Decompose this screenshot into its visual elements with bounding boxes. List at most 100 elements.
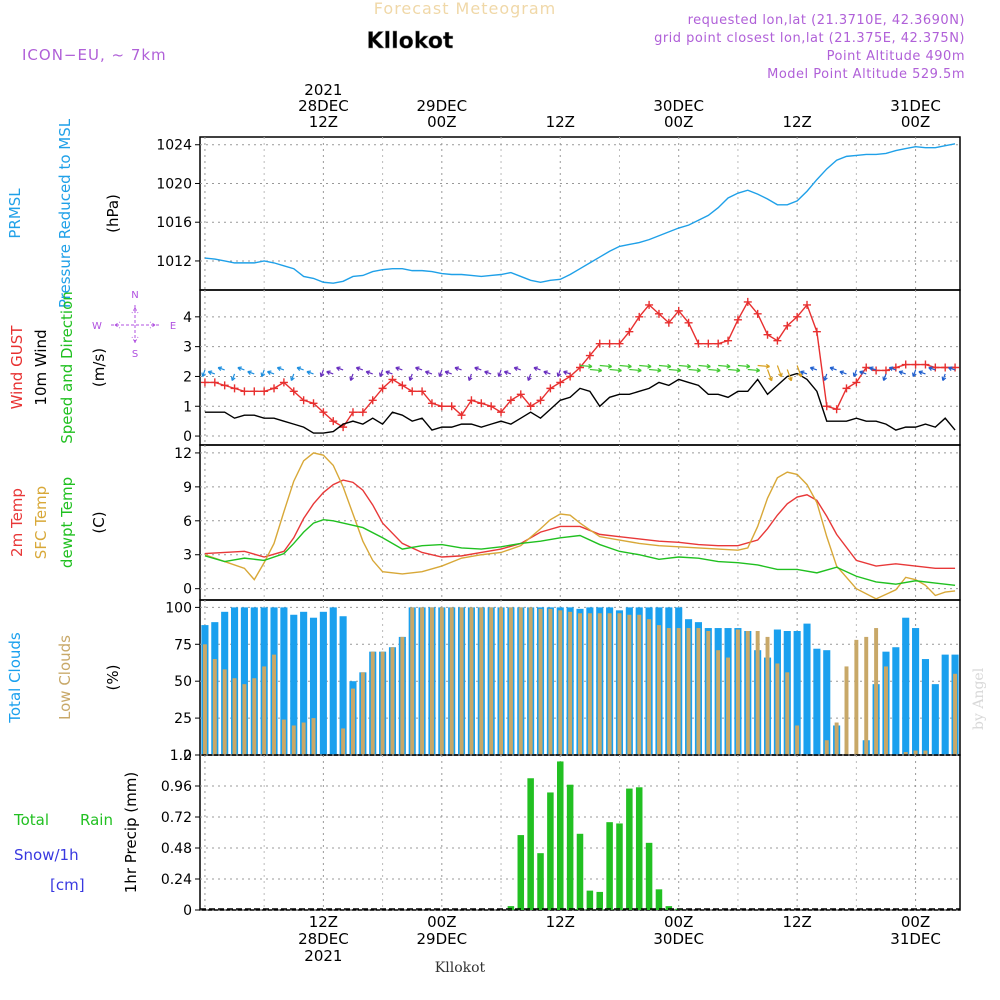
y-tick-label: 1.2	[170, 748, 192, 764]
low-cloud-bar	[578, 613, 582, 755]
panel-frame	[199, 136, 961, 291]
gust-marker	[852, 378, 861, 387]
gust-marker	[921, 360, 930, 369]
wind-direction-arrow	[379, 369, 384, 377]
low-cloud-bar	[597, 613, 602, 755]
wind-direction-arrow	[718, 363, 731, 369]
gust-marker	[881, 366, 890, 375]
low-cloud-bar	[242, 684, 247, 755]
gust-marker	[763, 330, 772, 339]
low-cloud-bar	[341, 728, 346, 755]
gust-marker	[240, 387, 249, 396]
y-tick-label: 0.96	[161, 779, 192, 795]
gust-marker	[615, 339, 624, 348]
wind-direction-arrow	[698, 363, 711, 369]
gust-marker	[694, 339, 703, 348]
gust-marker	[319, 408, 328, 417]
low-cloud-bar	[479, 607, 484, 755]
low-cloud-bar	[370, 651, 375, 755]
wind-direction-arrow	[306, 370, 314, 375]
ylabel-pressure-2: (hPa)	[104, 194, 122, 233]
ylabel-precip: 1hr Precip (mm)	[122, 772, 140, 893]
wind-direction-arrow	[708, 367, 721, 373]
gust-marker	[378, 384, 387, 393]
wind-direction-arrow	[918, 370, 926, 375]
clouds-panel: 0 25 50 75 100 Total Clouds Low Clouds (%)	[6, 599, 961, 764]
gust-marker	[625, 327, 634, 336]
wind-direction-arrow	[658, 363, 672, 369]
gust-marker	[664, 318, 673, 327]
low-cloud-bar	[913, 750, 918, 755]
location-title: Kllokot	[367, 29, 454, 54]
wind-direction-arrow	[543, 370, 551, 375]
low-cloud-bar	[735, 629, 740, 755]
rain-bar	[626, 788, 633, 910]
low-cloud-bar	[400, 636, 405, 755]
low-cloud-bar	[360, 672, 365, 755]
low-cloud-bar	[558, 610, 563, 755]
total-cloud-bar	[309, 617, 318, 755]
wind-direction-arrow	[829, 366, 837, 371]
gust-marker	[279, 378, 288, 387]
low-cloud-bar	[765, 636, 770, 755]
ylabel-pressure-1: Pressure Reduced to MSL	[56, 118, 74, 308]
gust-marker	[803, 300, 812, 309]
wind-direction-arrow	[563, 370, 571, 375]
wind-direction-arrow	[882, 373, 887, 381]
wind-direction-arrow	[609, 367, 622, 373]
low-cloud-bar	[706, 631, 711, 755]
gust-marker	[753, 309, 762, 318]
low-cloud-bar	[647, 619, 652, 755]
gust-marker	[822, 402, 831, 411]
compass-e: E	[170, 321, 176, 332]
ylabel-clouds-2: (%)	[104, 665, 122, 691]
low-cloud-bar	[518, 607, 523, 755]
wind-direction-arrow	[276, 366, 285, 371]
wind-direction-arrow	[230, 373, 236, 381]
gust-marker	[941, 363, 950, 372]
low-cloud-bar	[449, 607, 454, 755]
rain-bar	[517, 835, 525, 910]
wind-direction-arrow	[408, 373, 414, 381]
low-cloud-bar	[627, 614, 632, 755]
total-cloud-bar	[931, 684, 939, 755]
rain-bar	[645, 842, 653, 910]
ylabel-temperature-2: dewpt Temp	[58, 477, 76, 568]
gust-marker	[911, 360, 920, 369]
low-cloud-bar	[489, 607, 494, 755]
wind-direction-arrow	[928, 366, 936, 371]
gust-marker	[329, 417, 338, 426]
wind-direction-arrow	[415, 366, 423, 371]
wind-direction-arrow	[395, 366, 403, 371]
low-cloud-bar	[587, 613, 592, 755]
rain-bar	[557, 761, 564, 910]
y-tick-label: 3	[183, 340, 192, 356]
requested-coords: requested lon,lat (21.3710E, 42.3690N)	[688, 13, 965, 28]
rain-bar	[606, 822, 613, 910]
y-tick-label: 0	[183, 748, 192, 764]
gust-marker	[842, 384, 851, 393]
wind-direction-arrow	[589, 367, 603, 373]
rain-bar	[576, 833, 584, 910]
low-cloud-bar	[716, 650, 721, 755]
footer-location: Kllokot	[435, 960, 486, 976]
low-cloud-bar	[212, 659, 217, 755]
wind-direction-arrow	[201, 369, 206, 377]
gust-marker	[250, 387, 259, 396]
wind-direction-arrow	[349, 373, 354, 381]
wind-direction-arrow	[678, 363, 691, 369]
low-cloud-bar	[232, 678, 237, 755]
y-tick-label: 0.72	[161, 810, 192, 826]
wind-direction-arrow	[247, 370, 255, 375]
gust-marker	[714, 339, 723, 348]
wind-direction-arrow	[355, 366, 364, 371]
low-cloud-bar	[953, 673, 958, 755]
wind-direction-arrow	[649, 367, 662, 373]
gust-marker	[270, 384, 279, 393]
bottom-time-label: 28DEC	[298, 930, 349, 948]
rain-bar	[507, 906, 515, 910]
gust-marker	[358, 408, 367, 417]
gust-marker	[309, 399, 318, 408]
low-cloud-bar	[459, 607, 464, 755]
y-tick-label: 9	[183, 480, 192, 496]
